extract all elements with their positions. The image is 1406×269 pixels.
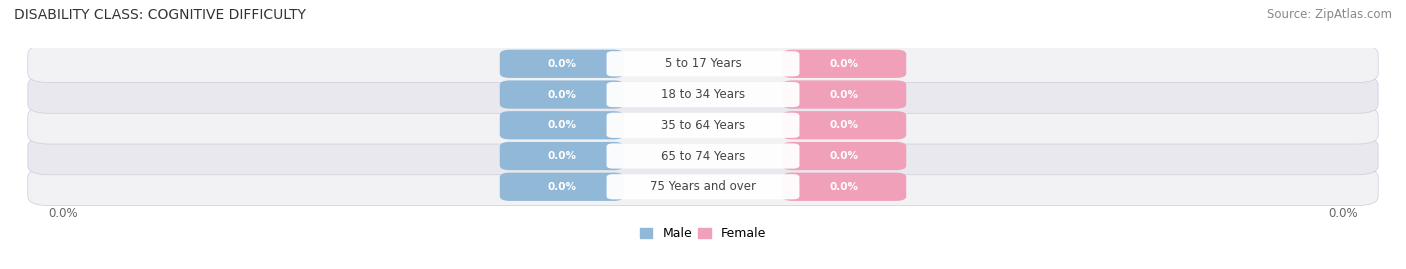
- FancyBboxPatch shape: [499, 50, 624, 78]
- FancyBboxPatch shape: [28, 45, 1378, 83]
- Text: 0.0%: 0.0%: [830, 59, 859, 69]
- FancyBboxPatch shape: [28, 76, 1378, 113]
- FancyBboxPatch shape: [606, 51, 800, 76]
- Text: 0.0%: 0.0%: [830, 90, 859, 100]
- Text: 65 to 74 Years: 65 to 74 Years: [661, 150, 745, 162]
- Text: 0.0%: 0.0%: [547, 182, 576, 192]
- FancyBboxPatch shape: [499, 173, 624, 201]
- FancyBboxPatch shape: [606, 174, 800, 199]
- FancyBboxPatch shape: [499, 111, 624, 139]
- Text: 18 to 34 Years: 18 to 34 Years: [661, 88, 745, 101]
- Text: 0.0%: 0.0%: [547, 120, 576, 130]
- Text: 0.0%: 0.0%: [830, 151, 859, 161]
- Text: 75 Years and over: 75 Years and over: [650, 180, 756, 193]
- FancyBboxPatch shape: [782, 173, 907, 201]
- FancyBboxPatch shape: [782, 142, 907, 170]
- FancyBboxPatch shape: [28, 168, 1378, 206]
- FancyBboxPatch shape: [28, 107, 1378, 144]
- FancyBboxPatch shape: [782, 111, 907, 139]
- FancyBboxPatch shape: [782, 50, 907, 78]
- FancyBboxPatch shape: [606, 113, 800, 138]
- FancyBboxPatch shape: [782, 80, 907, 109]
- FancyBboxPatch shape: [499, 80, 624, 109]
- Text: DISABILITY CLASS: COGNITIVE DIFFICULTY: DISABILITY CLASS: COGNITIVE DIFFICULTY: [14, 8, 307, 22]
- FancyBboxPatch shape: [28, 137, 1378, 175]
- Legend: Male, Female: Male, Female: [636, 222, 770, 245]
- Text: 0.0%: 0.0%: [547, 59, 576, 69]
- Text: 0.0%: 0.0%: [547, 90, 576, 100]
- Text: 0.0%: 0.0%: [830, 120, 859, 130]
- FancyBboxPatch shape: [499, 142, 624, 170]
- Text: 5 to 17 Years: 5 to 17 Years: [665, 57, 741, 70]
- Text: 0.0%: 0.0%: [1327, 207, 1358, 220]
- FancyBboxPatch shape: [606, 82, 800, 107]
- Text: 0.0%: 0.0%: [547, 151, 576, 161]
- Text: 0.0%: 0.0%: [830, 182, 859, 192]
- Text: 35 to 64 Years: 35 to 64 Years: [661, 119, 745, 132]
- Text: 0.0%: 0.0%: [48, 207, 79, 220]
- Text: Source: ZipAtlas.com: Source: ZipAtlas.com: [1267, 8, 1392, 21]
- FancyBboxPatch shape: [606, 143, 800, 169]
